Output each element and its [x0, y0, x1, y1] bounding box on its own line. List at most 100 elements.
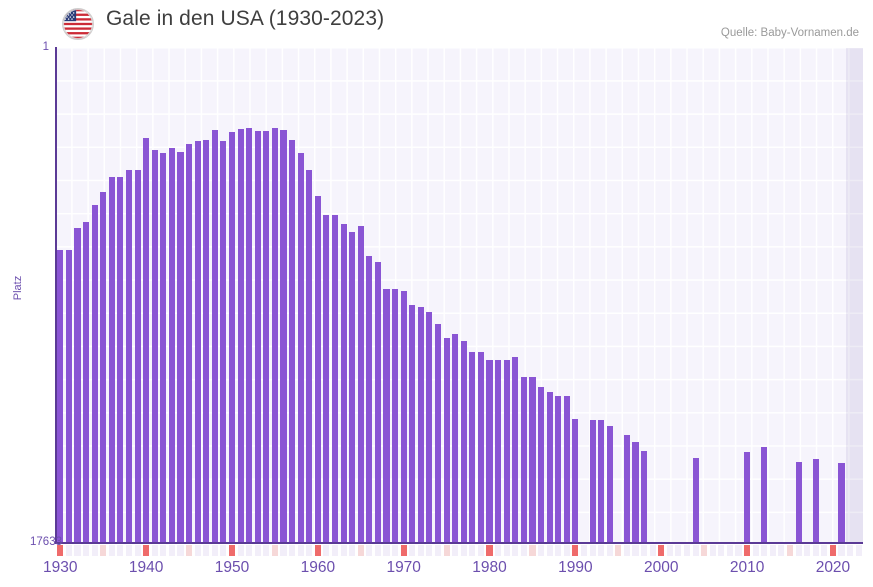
bar-1940[interactable] [143, 137, 150, 543]
bar-1978[interactable] [469, 352, 476, 543]
x-tick-1944 [177, 545, 184, 556]
bar-1947[interactable] [203, 139, 210, 543]
x-tick-2011 [752, 545, 759, 556]
bar-1973[interactable] [426, 311, 433, 543]
bar-1964[interactable] [349, 231, 356, 543]
bar-1961[interactable] [323, 215, 330, 543]
bar-1970[interactable] [400, 291, 407, 543]
bar-1968[interactable] [383, 289, 390, 543]
bar-1932[interactable] [74, 227, 81, 543]
bar-1988[interactable] [555, 396, 562, 543]
x-tick-1968 [383, 545, 390, 556]
bar-2010[interactable] [744, 451, 751, 543]
x-tick-1953 [254, 545, 261, 556]
bar-1957[interactable] [289, 140, 296, 543]
bar-1950[interactable] [228, 132, 236, 543]
x-tick-1934 [91, 545, 98, 556]
bar-1959[interactable] [306, 169, 313, 543]
bar-1931[interactable] [65, 250, 72, 543]
bar-2012[interactable] [761, 446, 768, 543]
bar-1939[interactable] [134, 170, 141, 543]
bar-1934[interactable] [91, 205, 98, 543]
x-tick-1940 [143, 545, 150, 556]
bar-2021[interactable] [838, 463, 845, 543]
x-tick-1995 [615, 545, 622, 556]
x-tick-1981 [495, 545, 502, 556]
bar-1960[interactable] [314, 196, 321, 543]
bar-1952[interactable] [246, 128, 253, 543]
bar-2004[interactable] [692, 457, 699, 543]
bar-1969[interactable] [392, 288, 399, 543]
x-tick-1949 [220, 545, 227, 556]
bar-1946[interactable] [194, 141, 201, 543]
x-tick-1998 [641, 545, 648, 556]
bar-1937[interactable] [117, 177, 124, 543]
bar-1953[interactable] [254, 131, 261, 543]
bar-1942[interactable] [160, 153, 167, 543]
x-tick-1999 [649, 545, 656, 556]
bar-1974[interactable] [434, 323, 442, 543]
bar-1994[interactable] [606, 426, 613, 543]
x-tick-1963 [340, 545, 347, 556]
bar-series [56, 48, 863, 543]
bar-1993[interactable] [598, 419, 605, 543]
bar-2016[interactable] [795, 462, 802, 543]
bar-1963[interactable] [340, 224, 347, 543]
bar-1936[interactable] [108, 177, 115, 543]
bar-1951[interactable] [237, 128, 244, 543]
bar-1958[interactable] [297, 153, 304, 543]
bar-1990[interactable] [572, 418, 579, 543]
bar-1976[interactable] [452, 334, 459, 543]
x-tick-1970 [400, 545, 407, 556]
bar-1981[interactable] [495, 359, 502, 543]
bar-1987[interactable] [546, 391, 553, 543]
bar-1962[interactable] [331, 215, 339, 543]
bar-1977[interactable] [460, 340, 467, 543]
bar-1996[interactable] [623, 434, 630, 543]
bar-1992[interactable] [589, 419, 596, 543]
bar-1997[interactable] [632, 442, 639, 543]
bar-1985[interactable] [529, 376, 536, 543]
x-tick-2005 [701, 545, 708, 556]
bar-1933[interactable] [82, 222, 90, 543]
bar-1945[interactable] [186, 144, 193, 543]
bar-1980[interactable] [486, 359, 493, 543]
bar-1979[interactable] [477, 352, 484, 543]
x-tick-1931 [65, 545, 72, 556]
bar-1955[interactable] [271, 127, 278, 543]
bar-2018[interactable] [812, 458, 819, 543]
bar-1967[interactable] [374, 261, 381, 543]
bar-1949[interactable] [220, 141, 227, 543]
x-tick-1967 [374, 545, 381, 556]
x-tick-1956 [280, 545, 287, 556]
bar-1975[interactable] [443, 337, 450, 543]
bar-1935[interactable] [100, 191, 107, 543]
bar-1965[interactable] [357, 225, 364, 543]
x-tick-1979 [477, 545, 484, 556]
bar-1983[interactable] [512, 357, 519, 543]
bar-1972[interactable] [417, 307, 424, 543]
x-tick-1975 [443, 545, 450, 556]
bar-1948[interactable] [211, 130, 218, 543]
x-tick-1992 [589, 545, 596, 556]
bar-1930[interactable] [57, 250, 64, 543]
x-tick-1973 [426, 545, 433, 556]
x-tick-label-1940: 1940 [128, 559, 164, 576]
bar-1938[interactable] [125, 170, 133, 543]
bar-1954[interactable] [263, 130, 270, 543]
bar-1956[interactable] [280, 130, 287, 543]
bar-1966[interactable] [366, 256, 373, 543]
bar-1986[interactable] [538, 386, 545, 543]
bar-1982[interactable] [503, 359, 510, 543]
bar-1944[interactable] [177, 151, 184, 543]
bar-1971[interactable] [409, 304, 416, 543]
bar-1998[interactable] [641, 451, 648, 543]
x-tick-1946 [194, 545, 201, 556]
source-note: Quelle: Baby-Vornamen.de [720, 27, 859, 39]
bar-1941[interactable] [151, 150, 158, 543]
x-tick-1939 [134, 545, 141, 556]
bar-1989[interactable] [563, 396, 570, 543]
x-tick-1993 [598, 545, 605, 556]
bar-1984[interactable] [520, 376, 527, 543]
bar-1943[interactable] [168, 147, 175, 543]
